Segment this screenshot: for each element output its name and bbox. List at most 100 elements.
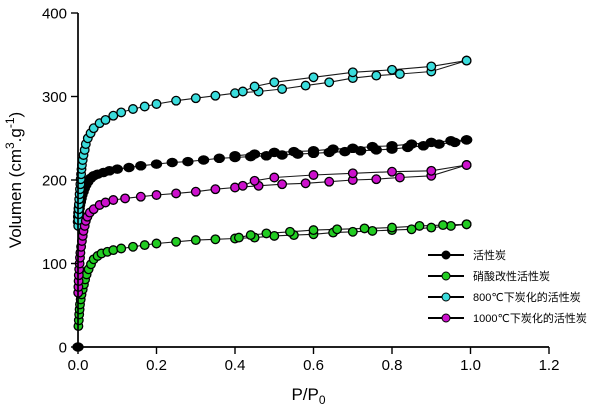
legend-marker-line	[428, 271, 464, 280]
data-point	[210, 234, 221, 245]
legend-marker-circle	[441, 313, 451, 322]
data-point	[237, 86, 248, 97]
data-point	[230, 88, 240, 99]
data-point	[135, 161, 147, 171]
data-point	[438, 220, 448, 231]
x-axis-label: P/P0	[291, 385, 325, 407]
data-point	[308, 225, 319, 236]
data-point	[261, 228, 272, 239]
data-point	[347, 67, 358, 78]
x-tick-label: 1.2	[539, 357, 560, 374]
legend-label: 活性炭	[473, 249, 506, 262]
y-tick-label: 300	[42, 89, 67, 106]
data-point	[139, 101, 150, 112]
data-point	[426, 222, 437, 233]
legend-label: 硝酸改性活性炭	[473, 270, 550, 283]
x-tick-label: 0.8	[382, 357, 403, 374]
data-point	[394, 172, 405, 183]
data-point	[347, 168, 358, 179]
legend-marker-line	[428, 292, 464, 301]
data-point	[288, 146, 300, 157]
x-tick-label: 0.2	[146, 357, 167, 374]
data-point	[371, 70, 382, 81]
data-point	[182, 156, 194, 167]
data-point	[277, 84, 288, 94]
data-point	[151, 190, 162, 200]
data-point	[460, 135, 473, 145]
data-point	[394, 69, 405, 79]
legend-label: 1000℃下炭化的活性炭	[473, 312, 587, 325]
data-point	[213, 153, 225, 164]
x-tick-label: 0.4	[225, 357, 246, 374]
data-point	[166, 157, 178, 168]
data-point	[307, 146, 320, 156]
data-point	[269, 172, 280, 183]
data-point	[324, 176, 335, 187]
legend-label: 800℃下炭化的活性炭	[473, 291, 581, 304]
data-point	[111, 164, 123, 174]
data-point	[135, 191, 146, 202]
data-point	[366, 141, 379, 152]
data-point	[461, 55, 472, 66]
data-point	[171, 95, 182, 106]
y-tick-label: 200	[42, 172, 67, 189]
data-point	[327, 144, 339, 154]
data-point	[100, 114, 111, 125]
data-point	[425, 137, 437, 148]
data-point	[151, 238, 162, 249]
y-tick-label: 100	[42, 256, 67, 273]
data-point	[387, 222, 397, 233]
legend-marker-circle	[441, 271, 451, 280]
data-point	[108, 195, 119, 205]
data-point	[108, 245, 119, 256]
legend-item-1: 活性炭	[428, 246, 587, 263]
data-point	[445, 220, 456, 231]
data-point	[268, 147, 280, 158]
data-point	[347, 143, 359, 154]
data-point	[120, 193, 131, 204]
x-tick-label: 1.0	[460, 357, 481, 374]
data-point	[116, 107, 127, 118]
data-point	[171, 188, 182, 199]
data-point	[151, 99, 162, 109]
data-point	[371, 174, 382, 185]
data-point	[233, 232, 244, 243]
data-point	[359, 223, 370, 234]
data-point	[406, 224, 417, 235]
data-point	[269, 77, 280, 88]
legend-marker-circle	[441, 250, 451, 259]
legend-item-2: 硝酸改性活性炭	[428, 267, 587, 284]
legend-marker-line	[428, 250, 464, 259]
data-point	[461, 219, 472, 230]
data-point	[210, 90, 221, 101]
data-point	[190, 93, 201, 104]
y-tick-label: 400	[42, 5, 67, 22]
data-point	[190, 235, 201, 246]
data-point	[324, 77, 335, 88]
y-tick-label: 0	[59, 339, 67, 356]
data-point	[116, 243, 127, 254]
data-point	[308, 72, 319, 83]
data-point	[237, 180, 248, 191]
data-point	[249, 175, 260, 186]
data-point	[139, 240, 150, 251]
legend: 活性炭硝酸改性活性炭 800℃下炭化的活性炭 1000℃下炭化的活性炭	[428, 246, 587, 326]
data-point	[300, 178, 311, 189]
data-point	[277, 179, 288, 190]
data-point	[128, 241, 138, 252]
series-3	[73, 55, 472, 231]
data-point	[347, 226, 358, 237]
y-axis-label: Volumen (cm3.g-1)	[3, 112, 25, 248]
data-point	[248, 149, 261, 159]
legend-marker-circle	[441, 292, 451, 301]
x-tick-label: 0.6	[303, 357, 324, 374]
data-point	[229, 151, 241, 161]
legend-marker-line	[428, 313, 464, 322]
data-point	[210, 184, 221, 195]
data-point	[197, 155, 210, 165]
data-point	[249, 81, 260, 92]
data-point	[445, 136, 457, 146]
data-point	[190, 186, 201, 197]
